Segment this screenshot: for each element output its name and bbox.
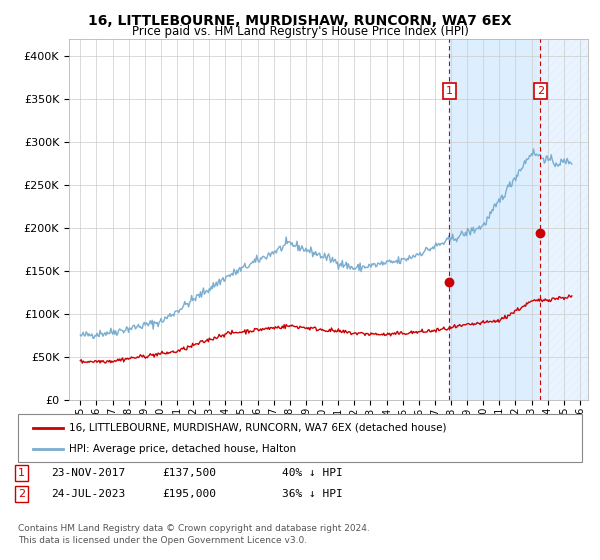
Text: HPI: Average price, detached house, Halton: HPI: Average price, detached house, Halt… (69, 444, 296, 454)
Text: £195,000: £195,000 (162, 489, 216, 499)
Text: Contains HM Land Registry data © Crown copyright and database right 2024.
This d: Contains HM Land Registry data © Crown c… (18, 524, 370, 545)
Point (445, 278, 454, 287)
Text: 36% ↓ HPI: 36% ↓ HPI (282, 489, 343, 499)
Text: 2: 2 (18, 489, 25, 499)
Bar (541, 39, 588, 400)
Point (536, 228, 545, 237)
Text: 1: 1 (18, 468, 25, 478)
Text: 2: 2 (537, 86, 544, 96)
Text: Price paid vs. HM Land Registry's House Price Index (HPI): Price paid vs. HM Land Registry's House … (131, 25, 469, 38)
Text: 24-JUL-2023: 24-JUL-2023 (51, 489, 125, 499)
Text: 16, LITTLEBOURNE, MURDISHAW, RUNCORN, WA7 6EX: 16, LITTLEBOURNE, MURDISHAW, RUNCORN, WA… (88, 14, 512, 28)
Text: 23-NOV-2017: 23-NOV-2017 (51, 468, 125, 478)
Text: 1: 1 (446, 86, 453, 96)
Text: £137,500: £137,500 (162, 468, 216, 478)
Text: 40% ↓ HPI: 40% ↓ HPI (282, 468, 343, 478)
Text: 16, LITTLEBOURNE, MURDISHAW, RUNCORN, WA7 6EX (detached house): 16, LITTLEBOURNE, MURDISHAW, RUNCORN, WA… (69, 423, 446, 433)
Bar (449, 39, 541, 400)
